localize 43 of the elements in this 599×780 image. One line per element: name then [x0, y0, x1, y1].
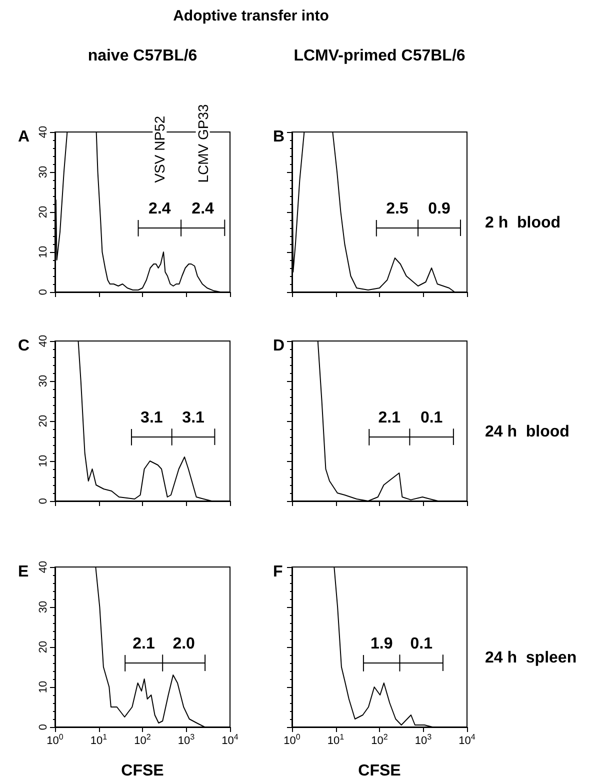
annotation: LCMV GP33 [194, 104, 211, 183]
y-tick-label: 0 [38, 498, 50, 504]
y-tick-label: 40 [38, 560, 50, 574]
y-tick-label: 30 [38, 600, 50, 614]
chart-subtitle: LCMV-primed C57BL/6 [294, 48, 466, 64]
chart-title: F [273, 564, 283, 580]
y-tick-label: 20 [38, 414, 50, 428]
annotation: 1.9 [370, 636, 393, 652]
annotation: 0.9 [428, 200, 450, 218]
annotation: 0.1 [410, 636, 433, 652]
y-tick-label: 30 [38, 374, 50, 388]
x-axis-title: CFSE [358, 762, 402, 780]
annotation: VSV NP52 [152, 116, 168, 183]
annotation: 2.5 [386, 200, 408, 218]
chart-title: A [18, 128, 30, 146]
annotation: 2.1 [378, 410, 401, 426]
chart-title: E [18, 564, 29, 580]
annotation: 3.1 [140, 410, 163, 426]
y2-axis-title: 24 h spleen [485, 650, 577, 667]
annotation: 2.1 [132, 636, 156, 652]
y-tick-label: 10 [38, 454, 50, 468]
text: Adoptive transfer into [173, 8, 329, 24]
chart-title: C [18, 338, 30, 354]
y-tick-label: 40 [38, 126, 50, 138]
y-tick-label: 20 [38, 640, 50, 654]
chart-subtitle: naive C57BL/6 [88, 48, 198, 64]
chart-title: D [273, 338, 285, 354]
y-tick-label: 0 [38, 288, 50, 296]
y2-axis-title: 24 h blood [485, 424, 570, 441]
annotation: 3.1 [182, 410, 205, 426]
y-tick-label: 0 [38, 724, 50, 730]
y-tick-label: 40 [38, 334, 50, 348]
x-axis-title: CFSE [121, 762, 164, 780]
annotation: 0.1 [420, 410, 443, 426]
chart-title: B [273, 128, 285, 146]
y-tick-label: 30 [38, 166, 50, 178]
annotation: 2.4 [148, 200, 171, 218]
annotation: 2.0 [172, 636, 196, 652]
y-tick-label: 10 [38, 246, 50, 258]
y2-axis-title: 2 h blood [485, 214, 561, 232]
y-tick-label: 20 [38, 206, 50, 218]
annotation: 2.4 [192, 200, 214, 218]
y-tick-label: 10 [38, 680, 50, 694]
